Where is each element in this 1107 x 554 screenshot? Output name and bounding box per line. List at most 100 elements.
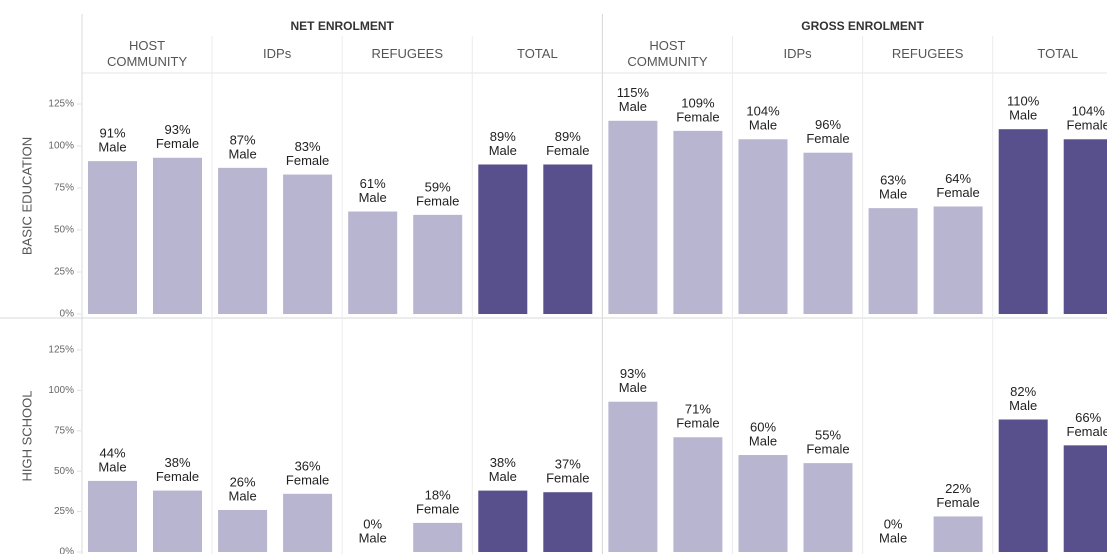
value-label: 0% <box>884 516 903 531</box>
column-header: REFUGEES <box>371 46 443 61</box>
value-label: 55% <box>815 428 841 443</box>
series-label: Female <box>936 495 979 510</box>
y-tick-label: 100% <box>48 141 74 152</box>
bar <box>933 516 983 552</box>
bar <box>738 455 788 552</box>
value-label: 87% <box>230 132 256 147</box>
bar <box>543 492 593 552</box>
series-label: Female <box>936 185 979 200</box>
value-label: 26% <box>230 474 256 489</box>
bar <box>803 152 853 314</box>
bar <box>738 139 788 314</box>
value-label: 61% <box>360 176 386 191</box>
series-label: Male <box>1009 398 1037 413</box>
series-label: Female <box>676 416 719 431</box>
series-label: Female <box>416 501 459 516</box>
series-label: Female <box>156 469 199 484</box>
value-label: 0% <box>363 516 382 531</box>
series-label: Female <box>1067 118 1107 133</box>
bar <box>283 493 333 552</box>
y-tick-label: 125% <box>48 345 74 356</box>
series-label: Male <box>359 530 387 545</box>
value-label: 104% <box>746 104 780 119</box>
series-label: Male <box>749 118 777 133</box>
value-label: 64% <box>945 171 971 186</box>
bar <box>1063 445 1107 552</box>
y-tick-label: 25% <box>54 267 74 278</box>
bar <box>153 157 202 314</box>
value-label: 60% <box>750 419 776 434</box>
value-label: 110% <box>1007 94 1040 109</box>
value-label: 37% <box>555 457 581 472</box>
series-label: Male <box>489 143 517 158</box>
value-label: 104% <box>1072 104 1106 119</box>
series-label: Female <box>546 143 589 158</box>
bar <box>413 522 463 552</box>
series-label: Female <box>416 193 459 208</box>
bar <box>998 129 1048 314</box>
column-header: TOTAL <box>516 46 558 61</box>
series-label: Male <box>619 99 647 114</box>
value-label: 66% <box>1075 410 1101 425</box>
y-tick-label: 50% <box>54 466 74 477</box>
y-tick-label: 75% <box>54 425 74 436</box>
bar <box>218 167 268 314</box>
bar <box>88 161 137 314</box>
value-label: 89% <box>555 129 581 144</box>
bar <box>413 214 463 314</box>
series-label: Female <box>806 442 849 457</box>
series-label: Female <box>546 471 589 486</box>
value-label: 18% <box>425 487 451 502</box>
series-label: Female <box>676 109 719 124</box>
value-label: 82% <box>1010 384 1036 399</box>
y-tick-label: 0% <box>60 547 75 554</box>
column-header: IDPs <box>263 46 292 61</box>
y-tick-label: 25% <box>54 506 74 517</box>
bar <box>153 490 202 552</box>
section-title: GROSS ENROLMENT <box>801 19 924 33</box>
series-label: Female <box>156 136 199 151</box>
value-label: 89% <box>490 129 516 144</box>
y-tick-label: 125% <box>48 99 74 110</box>
value-label: 109% <box>681 95 715 110</box>
series-label: Female <box>806 131 849 146</box>
bar <box>543 164 593 314</box>
y-tick-label: 0% <box>60 309 75 320</box>
series-label: Male <box>229 488 257 503</box>
value-label: 63% <box>880 173 906 188</box>
bar <box>348 211 398 314</box>
y-tick-label: 50% <box>54 225 74 236</box>
value-label: 38% <box>490 455 516 470</box>
series-label: Male <box>98 140 126 155</box>
bar <box>933 206 983 314</box>
bar <box>608 401 658 552</box>
y-tick-label: 75% <box>54 183 74 194</box>
bar <box>88 480 137 552</box>
value-label: 22% <box>945 481 971 496</box>
value-label: 115% <box>617 85 650 100</box>
series-label: Male <box>489 469 517 484</box>
series-label: Male <box>749 433 777 448</box>
series-label: Male <box>1009 108 1037 123</box>
series-label: Male <box>359 190 387 205</box>
column-header: REFUGEES <box>891 46 964 61</box>
value-label: 96% <box>815 117 841 132</box>
bar <box>218 509 268 552</box>
value-label: 59% <box>425 179 451 194</box>
series-label: Male <box>98 459 126 474</box>
series-label: Female <box>286 153 329 168</box>
value-label: 38% <box>164 455 190 470</box>
row-label: HIGH SCHOOL <box>19 390 34 481</box>
value-label: 36% <box>295 458 321 473</box>
row-label: BASIC EDUCATION <box>19 137 34 255</box>
bar <box>478 490 528 552</box>
column-header: HOST COMMUNITY <box>106 38 188 69</box>
series-label: Male <box>879 187 907 202</box>
value-label: 93% <box>164 122 190 137</box>
bar <box>803 463 853 552</box>
series-label: Male <box>619 380 647 395</box>
value-label: 93% <box>620 366 646 381</box>
column-header: IDPs <box>783 46 812 61</box>
